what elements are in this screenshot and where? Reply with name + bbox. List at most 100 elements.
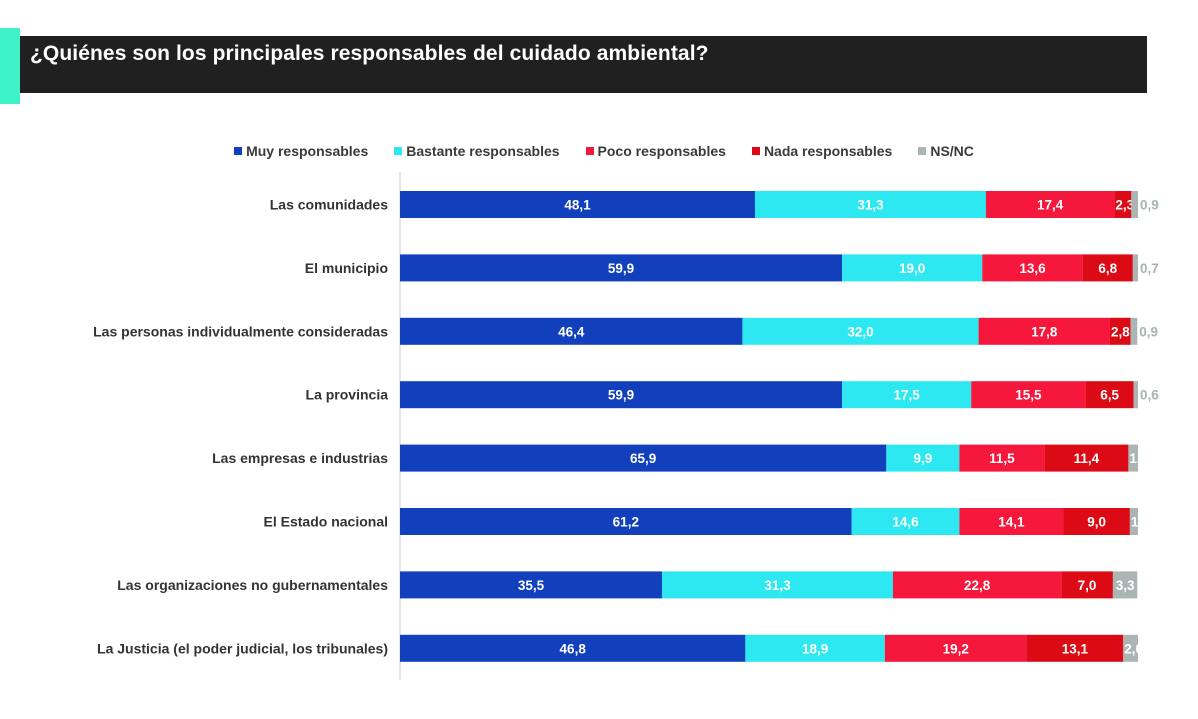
bar-segment (1129, 508, 1138, 535)
legend-item: Poco responsables (585, 141, 726, 161)
legend: Muy responsables Bastante responsables Poc… (0, 141, 1198, 161)
data-label: 6,8 (1098, 261, 1117, 276)
data-label: 13,6 (1019, 261, 1046, 276)
data-label: 6,5 (1100, 388, 1119, 403)
data-label: 1,1 (1131, 515, 1150, 530)
category-label: Las comunidades (270, 197, 388, 213)
bar-segment (1026, 634, 1124, 662)
bar-segment (400, 381, 843, 409)
bar-segment (1128, 444, 1138, 472)
data-label: 35,5 (518, 578, 545, 593)
bar-segment (400, 508, 852, 535)
data-label: 46,4 (558, 324, 585, 339)
bar-segment (892, 571, 1062, 599)
bar-segment (1131, 191, 1138, 218)
bar-segment (842, 254, 983, 282)
bar-segment (1061, 571, 1113, 599)
bar-segment (1130, 317, 1138, 345)
data-label: 46,8 (560, 641, 587, 656)
bar-segment (851, 508, 960, 535)
bar-segment (886, 444, 960, 472)
bar-segment (1044, 444, 1129, 472)
data-label: 2,3 (1115, 198, 1134, 213)
data-label: 0,6 (1140, 388, 1159, 403)
legend-swatch (234, 147, 243, 155)
legend-swatch (585, 147, 594, 155)
legend-item: NS/NC (918, 141, 974, 161)
bar-segment (400, 444, 887, 472)
bar-segment (745, 634, 885, 662)
category-label: La provincia (306, 387, 389, 403)
data-label: 7,0 (1078, 578, 1097, 593)
legend-label: Bastante responsables (406, 143, 560, 159)
bar-segment (1109, 317, 1131, 345)
bar-segment (1114, 191, 1132, 218)
category-label: La Justicia (el poder judicial, los trib… (97, 640, 388, 656)
bar-segment (742, 317, 979, 345)
bar-segment (754, 191, 986, 218)
legend-label: NS/NC (930, 143, 974, 159)
data-label: 31,3 (764, 578, 791, 593)
bar-segment (842, 381, 972, 409)
bar-segment (978, 317, 1110, 345)
data-label: 15,5 (1015, 388, 1042, 403)
bar-segment (1132, 254, 1138, 282)
bar-segment (971, 381, 1086, 409)
legend-item: Bastante responsables (394, 141, 560, 161)
category-label: Las personas individualmente considerada… (93, 323, 388, 339)
data-label: 0,9 (1140, 198, 1159, 213)
bar-segment (661, 571, 893, 599)
legend-item: Muy responsables (234, 141, 368, 161)
bar-segment (400, 317, 743, 345)
data-label: 32,0 (847, 324, 873, 339)
data-label: 59,9 (608, 261, 634, 276)
category-label: Las empresas e industrias (212, 450, 388, 466)
data-label: 22,8 (964, 578, 991, 593)
bar-segment (400, 191, 755, 218)
category-label: Las organizaciones no gubernamentales (117, 577, 388, 593)
data-label: 31,3 (857, 198, 884, 213)
data-label: 0,9 (1139, 324, 1158, 339)
legend-swatch (751, 147, 760, 155)
data-label: 17,4 (1037, 198, 1064, 213)
title-banner (20, 36, 1147, 93)
bar-segment (1112, 571, 1138, 599)
bar-segment (1082, 254, 1133, 282)
data-label: 48,1 (564, 198, 591, 213)
data-label: 1,3 (1129, 451, 1148, 466)
data-label: 17,8 (1031, 324, 1058, 339)
bar-segment (959, 444, 1045, 472)
legend-label: Nada responsables (763, 143, 893, 159)
data-label: 13,1 (1062, 641, 1089, 656)
data-label: 17,5 (893, 388, 920, 403)
bar-segment (959, 508, 1064, 535)
bar-segment (1085, 381, 1134, 409)
data-label: 14,1 (998, 515, 1025, 530)
data-label: 19,0 (899, 261, 925, 276)
legend-item: Nada responsables (751, 141, 893, 161)
data-label: 11,4 (1074, 451, 1100, 466)
data-label: 3,3 (1116, 578, 1135, 593)
data-label: 9,0 (1087, 515, 1106, 530)
legend-swatch (394, 147, 403, 155)
data-label: 9,9 (913, 451, 932, 466)
chart-title: ¿Quiénes son los principales responsable… (30, 42, 709, 65)
data-label: 19,2 (943, 641, 969, 656)
bar-segment (1133, 381, 1138, 409)
data-label: 61,2 (613, 515, 639, 530)
bar-segment (884, 634, 1027, 662)
title-accent-bar (0, 28, 20, 104)
legend-label: Muy responsables (246, 143, 369, 159)
bar-segment (400, 571, 662, 599)
category-label: El Estado nacional (264, 514, 388, 530)
bar-segment (1063, 508, 1130, 535)
data-label: 18,9 (802, 641, 828, 656)
category-label: El municipio (305, 260, 388, 276)
bar-segment (400, 634, 746, 662)
bar-segment (1123, 634, 1138, 662)
data-label: 11,5 (989, 451, 1015, 466)
data-label: 0,7 (1140, 261, 1159, 276)
data-label: 2,8 (1111, 324, 1130, 339)
data-label: 59,9 (608, 388, 634, 403)
